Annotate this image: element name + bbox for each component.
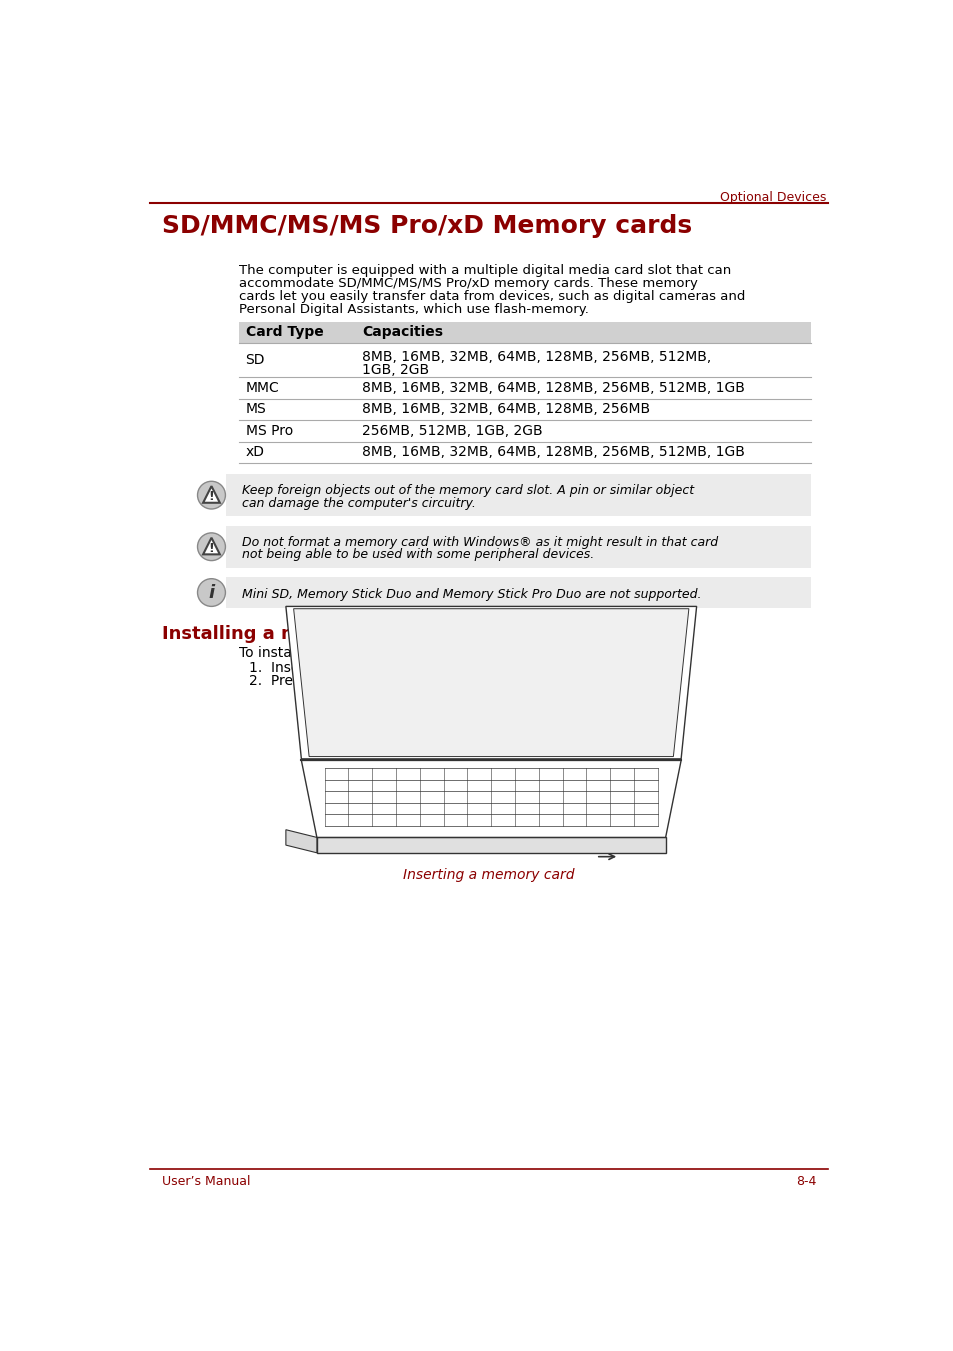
Text: Card Type: Card Type — [245, 326, 323, 339]
Text: MS Pro: MS Pro — [245, 424, 293, 438]
Polygon shape — [301, 761, 680, 838]
Text: User’s Manual: User’s Manual — [162, 1175, 250, 1189]
Text: Optional Devices: Optional Devices — [719, 192, 825, 204]
Text: 8-4: 8-4 — [796, 1175, 816, 1189]
Circle shape — [197, 578, 225, 607]
FancyBboxPatch shape — [226, 526, 810, 567]
Text: 8MB, 16MB, 32MB, 64MB, 128MB, 256MB, 512MB, 1GB: 8MB, 16MB, 32MB, 64MB, 128MB, 256MB, 512… — [361, 446, 744, 459]
Text: 8MB, 16MB, 32MB, 64MB, 128MB, 256MB: 8MB, 16MB, 32MB, 64MB, 128MB, 256MB — [361, 403, 649, 416]
Text: i: i — [208, 585, 214, 603]
Text: To install a memory card:: To install a memory card: — [239, 646, 415, 661]
Text: cards let you easily transfer data from devices, such as digital cameras and: cards let you easily transfer data from … — [239, 290, 745, 303]
Text: Capacities: Capacities — [361, 326, 442, 339]
Polygon shape — [286, 830, 316, 852]
Polygon shape — [286, 607, 696, 759]
Text: MS: MS — [245, 403, 266, 416]
FancyBboxPatch shape — [239, 322, 810, 343]
Text: Installing a memory card: Installing a memory card — [162, 626, 414, 643]
Circle shape — [197, 481, 225, 509]
Text: Inserting a memory card: Inserting a memory card — [403, 869, 574, 882]
Circle shape — [197, 532, 225, 561]
Text: accommodate SD/MMC/MS/MS Pro/xD memory cards. These memory: accommodate SD/MMC/MS/MS Pro/xD memory c… — [239, 277, 698, 290]
Polygon shape — [203, 538, 219, 554]
Polygon shape — [316, 838, 665, 852]
Text: 1GB, 2GB: 1GB, 2GB — [361, 363, 429, 377]
Text: The computer is equipped with a multiple digital media card slot that can: The computer is equipped with a multiple… — [239, 263, 731, 277]
Text: Keep foreign objects out of the memory card slot. A pin or similar object: Keep foreign objects out of the memory c… — [241, 485, 693, 497]
Text: 8MB, 16MB, 32MB, 64MB, 128MB, 256MB, 512MB,: 8MB, 16MB, 32MB, 64MB, 128MB, 256MB, 512… — [361, 350, 710, 363]
Text: MMC: MMC — [245, 381, 279, 394]
Text: Do not format a memory card with Windows® as it might result in that card: Do not format a memory card with Windows… — [241, 536, 717, 549]
Polygon shape — [203, 486, 219, 503]
Text: 2.  Press gently to ensure a firm connection.: 2. Press gently to ensure a firm connect… — [249, 674, 556, 688]
FancyBboxPatch shape — [226, 474, 810, 516]
Text: !: ! — [209, 490, 214, 503]
Text: Mini SD, Memory Stick Duo and Memory Stick Pro Duo are not supported.: Mini SD, Memory Stick Duo and Memory Sti… — [241, 588, 700, 601]
Text: SD/MMC/MS/MS Pro/xD Memory cards: SD/MMC/MS/MS Pro/xD Memory cards — [162, 215, 691, 239]
Text: 1.  Insert the memory card.: 1. Insert the memory card. — [249, 661, 439, 676]
Polygon shape — [294, 609, 688, 757]
Text: not being able to be used with some peripheral devices.: not being able to be used with some peri… — [241, 549, 594, 561]
Text: Personal Digital Assistants, which use flash-memory.: Personal Digital Assistants, which use f… — [239, 303, 589, 316]
Text: SD: SD — [245, 353, 265, 367]
Text: can damage the computer's circuitry.: can damage the computer's circuitry. — [241, 497, 476, 509]
FancyBboxPatch shape — [226, 577, 810, 608]
Text: xD: xD — [245, 446, 264, 459]
Text: 8MB, 16MB, 32MB, 64MB, 128MB, 256MB, 512MB, 1GB: 8MB, 16MB, 32MB, 64MB, 128MB, 256MB, 512… — [361, 381, 744, 394]
Text: 256MB, 512MB, 1GB, 2GB: 256MB, 512MB, 1GB, 2GB — [361, 424, 542, 438]
Text: !: ! — [209, 542, 214, 555]
